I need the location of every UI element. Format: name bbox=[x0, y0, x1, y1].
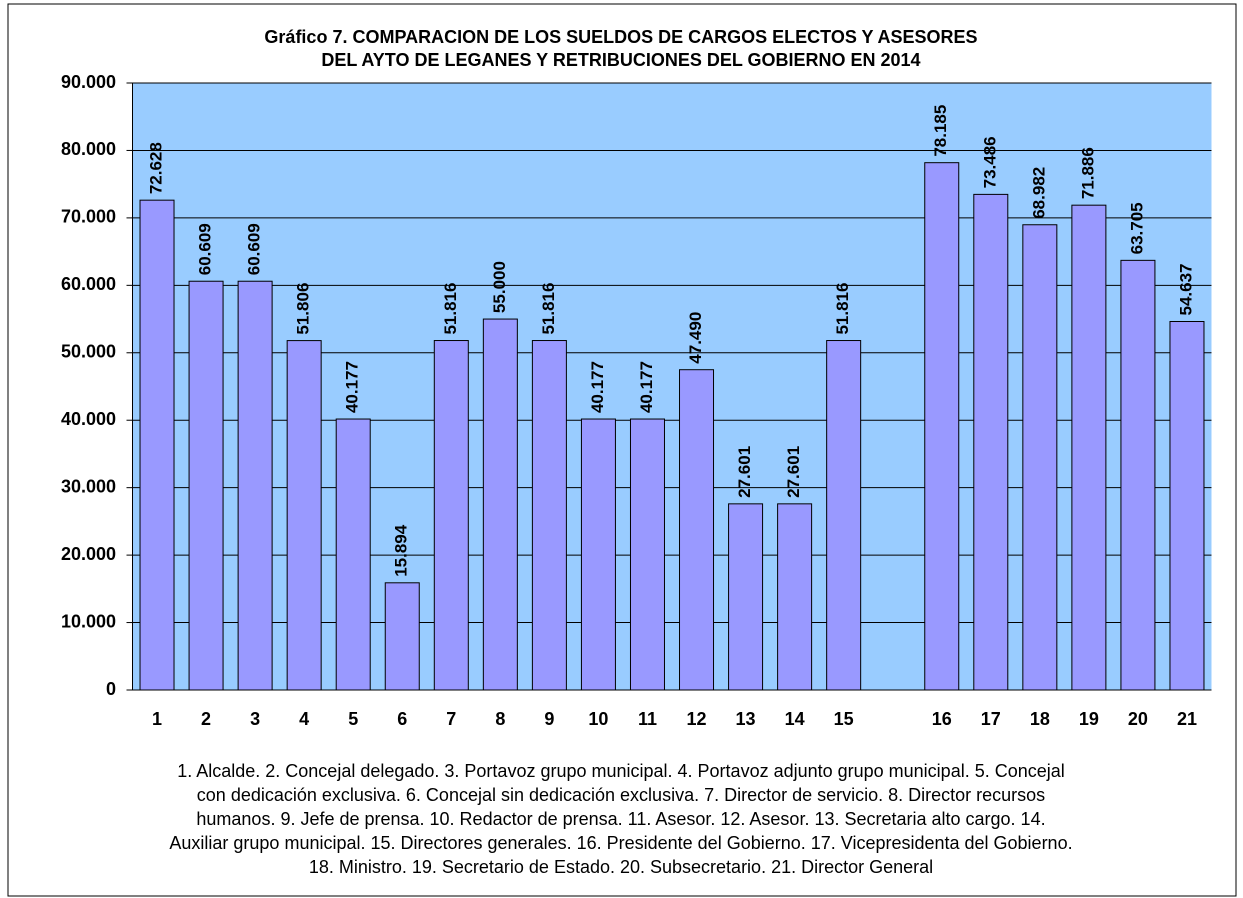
data-label: 40.177 bbox=[343, 361, 362, 413]
bar bbox=[924, 162, 960, 691]
y-tick-label: 80.000 bbox=[61, 139, 116, 159]
data-label: 60.609 bbox=[245, 223, 264, 275]
bar bbox=[531, 340, 567, 691]
data-label: 51.816 bbox=[539, 283, 558, 335]
data-label: 63.705 bbox=[1127, 202, 1146, 254]
data-label: 15.894 bbox=[392, 524, 411, 577]
bar bbox=[973, 193, 1009, 691]
data-label: 40.177 bbox=[588, 361, 607, 413]
data-label: 72.628 bbox=[147, 142, 166, 194]
caption: humanos. 9. Jefe de prensa. 10. Redactor… bbox=[196, 809, 1045, 829]
bar bbox=[826, 340, 862, 691]
data-label: 27.601 bbox=[784, 446, 803, 498]
bar bbox=[728, 503, 764, 691]
chart-title: DEL AYTO DE LEGANES Y RETRIBUCIONES DEL … bbox=[321, 50, 920, 70]
data-label: 47.490 bbox=[686, 312, 705, 364]
x-tick-label: 10 bbox=[588, 709, 608, 729]
x-tick-label: 19 bbox=[1079, 709, 1099, 729]
caption: 18. Ministro. 19. Secretario de Estado. … bbox=[309, 857, 933, 877]
bar bbox=[433, 340, 469, 691]
caption: Auxiliar grupo municipal. 15. Directores… bbox=[169, 833, 1072, 853]
data-label: 55.000 bbox=[490, 261, 509, 313]
x-tick-label: 8 bbox=[495, 709, 505, 729]
y-tick-label: 60.000 bbox=[61, 274, 116, 294]
bar bbox=[188, 280, 224, 691]
x-tick-label: 4 bbox=[299, 709, 309, 729]
caption: con dedicación exclusiva. 6. Concejal si… bbox=[197, 785, 1045, 805]
x-tick-label: 20 bbox=[1128, 709, 1148, 729]
bar bbox=[286, 340, 322, 691]
data-label: 54.637 bbox=[1176, 264, 1195, 316]
bar bbox=[335, 418, 371, 691]
data-label: 51.816 bbox=[833, 283, 852, 335]
data-label: 51.816 bbox=[441, 283, 460, 335]
x-tick-label: 2 bbox=[201, 709, 211, 729]
data-label: 68.982 bbox=[1029, 167, 1048, 219]
x-tick-label: 17 bbox=[981, 709, 1001, 729]
x-tick-label: 14 bbox=[785, 709, 805, 729]
x-tick-label: 1 bbox=[152, 709, 162, 729]
bar bbox=[1022, 224, 1058, 691]
data-label: 51.806 bbox=[294, 283, 313, 335]
bar bbox=[1169, 321, 1205, 691]
data-label: 40.177 bbox=[637, 361, 656, 413]
y-tick-label: 20.000 bbox=[61, 544, 116, 564]
data-label: 73.486 bbox=[980, 136, 999, 188]
bar bbox=[1120, 259, 1156, 691]
x-tick-label: 12 bbox=[687, 709, 707, 729]
data-label: 71.886 bbox=[1078, 147, 1097, 199]
x-tick-label: 6 bbox=[397, 709, 407, 729]
y-tick-label: 10.000 bbox=[61, 611, 116, 631]
caption: 1. Alcalde. 2. Concejal delegado. 3. Por… bbox=[177, 761, 1065, 781]
x-tick-label: 18 bbox=[1030, 709, 1050, 729]
bar bbox=[384, 582, 420, 691]
bar bbox=[580, 418, 616, 691]
y-tick-label: 40.000 bbox=[61, 409, 116, 429]
bar bbox=[1071, 204, 1107, 691]
x-tick-label: 16 bbox=[932, 709, 952, 729]
y-tick-label: 30.000 bbox=[61, 476, 116, 496]
y-tick-label: 70.000 bbox=[61, 207, 116, 227]
data-label: 27.601 bbox=[735, 446, 754, 498]
x-tick-label: 9 bbox=[544, 709, 554, 729]
bar bbox=[777, 503, 813, 691]
y-tick-label: 50.000 bbox=[61, 342, 116, 362]
data-label: 78.185 bbox=[931, 105, 950, 157]
data-label: 60.609 bbox=[196, 223, 215, 275]
x-tick-label: 3 bbox=[250, 709, 260, 729]
bar bbox=[237, 280, 273, 691]
bar bbox=[482, 318, 518, 691]
y-tick-label: 90.000 bbox=[61, 72, 116, 92]
bar bbox=[139, 199, 175, 691]
x-tick-label: 21 bbox=[1177, 709, 1197, 729]
bar bbox=[679, 369, 715, 691]
chart-title: Gráfico 7. COMPARACION DE LOS SUELDOS DE… bbox=[264, 27, 977, 47]
x-tick-label: 7 bbox=[446, 709, 456, 729]
bar bbox=[629, 418, 665, 691]
x-tick-label: 15 bbox=[834, 709, 854, 729]
y-tick-label: 0 bbox=[106, 679, 116, 699]
x-tick-label: 5 bbox=[348, 709, 358, 729]
x-tick-label: 11 bbox=[638, 709, 657, 729]
x-tick-label: 13 bbox=[736, 709, 756, 729]
